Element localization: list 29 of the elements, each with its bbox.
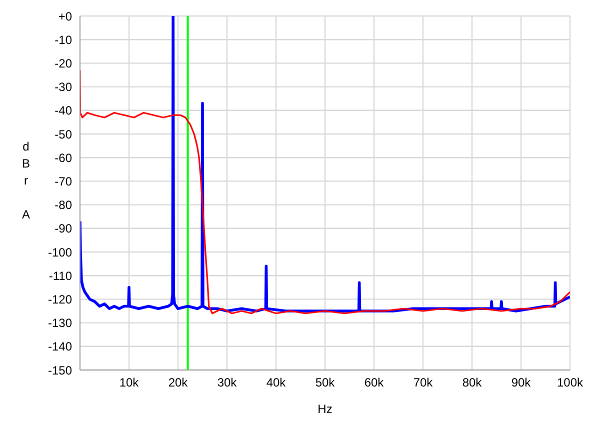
y-tick-label: -10 [54, 32, 72, 47]
y-tick-label: -120 [48, 292, 72, 306]
y-tick-label: -150 [48, 363, 72, 378]
x-tick-label: 70k [413, 376, 434, 390]
line-series [80, 69, 570, 314]
x-axis-title: Hz [318, 402, 332, 416]
y-tick-label: -60 [54, 150, 72, 165]
y-tick-label: -70 [54, 174, 72, 188]
x-tick-label: 60k [364, 376, 385, 390]
x-tick-label: 40k [266, 376, 287, 390]
y-tick-label: -30 [54, 80, 72, 94]
x-tick-label: 80k [462, 376, 483, 390]
y-tick-label: -90 [54, 222, 72, 236]
y-tick-label: -100 [48, 245, 72, 260]
x-tick-label: 90k [511, 376, 532, 390]
x-tick-label: 50k [315, 376, 336, 390]
y-tick-label: -140 [48, 340, 72, 354]
y-tick-label: -110 [48, 268, 72, 283]
x-tick-label: 10k [119, 376, 140, 390]
text: dBr A [22, 140, 30, 222]
y-tick-label: +0 [58, 9, 72, 24]
y-tick-label: -40 [54, 104, 72, 118]
x-tick-label: 20k [168, 376, 189, 390]
y-tick-label: -80 [54, 198, 72, 212]
y-tick-label: -20 [54, 56, 72, 70]
x-tick-label: 30k [217, 376, 238, 390]
y-tick-label: -130 [48, 316, 72, 330]
y-tick-label: -50 [54, 127, 72, 142]
x-tick-label: 100k [556, 376, 584, 390]
